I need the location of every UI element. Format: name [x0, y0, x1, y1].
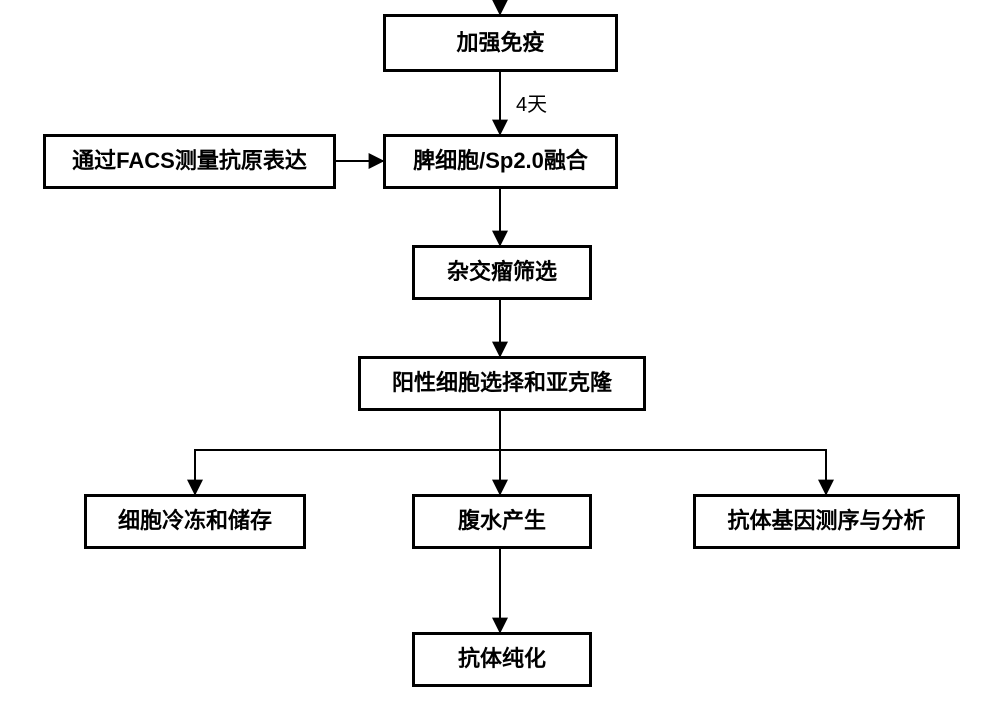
flow-node-n8: 抗体基因测序与分析 [693, 494, 960, 549]
flow-edge-e7 [500, 411, 826, 494]
flow-node-n3: 脾细胞/Sp2.0融合 [383, 134, 618, 189]
flow-arrows [0, 0, 1000, 708]
flow-node-n9: 抗体纯化 [412, 632, 592, 687]
flow-node-n6: 细胞冷冻和储存 [84, 494, 306, 549]
flow-node-label: 加强免疫 [456, 30, 544, 56]
flow-node-n4: 杂交瘤筛选 [412, 245, 592, 300]
flow-node-label: 腹水产生 [458, 508, 546, 534]
flow-node-n2: 通过FACS测量抗原表达 [43, 134, 336, 189]
flow-node-label: 杂交瘤筛选 [447, 259, 557, 285]
flow-node-label: 通过FACS测量抗原表达 [72, 148, 307, 174]
flow-node-n1: 加强免疫 [383, 14, 618, 72]
flow-node-label: 脾细胞/Sp2.0融合 [413, 148, 588, 174]
flow-node-label: 细胞冷冻和储存 [118, 508, 272, 534]
flow-node-label: 阳性细胞选择和亚克隆 [392, 370, 612, 396]
flow-node-label: 抗体纯化 [458, 646, 546, 672]
flow-node-label: 抗体基因测序与分析 [727, 508, 925, 534]
flow-node-n7: 腹水产生 [412, 494, 592, 549]
flow-node-n5: 阳性细胞选择和亚克隆 [358, 356, 646, 411]
flow-edge-label-e1: 4天 [516, 88, 547, 117]
flow-edge-e5 [195, 411, 500, 494]
